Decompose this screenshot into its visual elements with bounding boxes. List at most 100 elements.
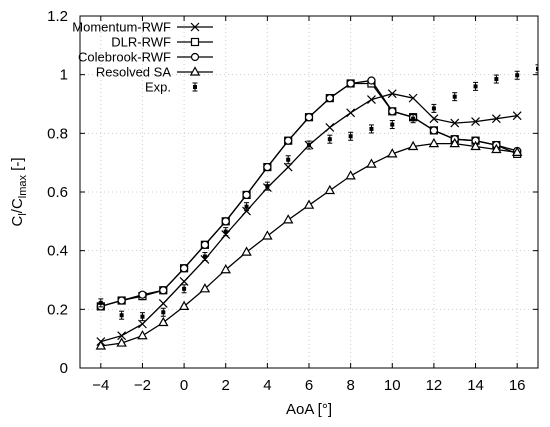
legend-marker (190, 22, 200, 32)
data-point-exp (389, 120, 395, 130)
data-point-resolved-sa (345, 170, 356, 180)
data-point-colebrook-rwf (429, 126, 439, 135)
data-point-resolved-sa (178, 300, 190, 310)
data-point-resolved-sa (428, 137, 440, 148)
legend-label: Resolved SA (96, 65, 171, 80)
legend-item-exp: Exp. (145, 80, 198, 95)
y-tick-label: 0 (60, 360, 68, 377)
data-point-resolved-sa (470, 140, 481, 151)
data-point-colebrook-rwf (304, 113, 314, 122)
data-point-colebrook-rwf (200, 240, 210, 249)
y-axis-title-sub2: lmax (17, 174, 29, 198)
data-point-exp (223, 227, 229, 237)
y-axis-title-base: C (9, 216, 26, 227)
legend-marker (189, 66, 201, 76)
data-point-exp (327, 134, 333, 144)
y-tick-label: 1 (60, 67, 68, 84)
data-point-resolved-sa (220, 264, 231, 274)
y-axis-title-unit: [-] (9, 157, 26, 175)
x-tick-label: 0 (180, 377, 188, 394)
legend-item-colebrook-rwf: Colebrook-RWF (78, 50, 213, 65)
y-axis-title-sub1: l (17, 213, 29, 215)
data-point-resolved-sa (366, 158, 377, 168)
data-point-resolved-sa (262, 230, 273, 240)
data-point-momentum-rwf (117, 331, 127, 341)
data-point-exp (535, 64, 538, 74)
legend-label: Exp. (145, 80, 171, 95)
legend: Momentum-RWFDLR-RWFColebrook-RWFResolved… (72, 20, 213, 95)
ticks: −4 −2 0 2 4 6 8 10 12 14 16 0 0.2 0.4 0.6 0.8 1 1.2 (47, 8, 538, 394)
legend-label: Colebrook-RWF (78, 50, 171, 65)
data-point-resolved-sa (241, 246, 252, 256)
data-point-momentum-rwf (408, 93, 418, 103)
data-point-momentum-rwf (429, 114, 439, 124)
data-point-exp (514, 70, 520, 80)
data-point-momentum-rwf (471, 117, 480, 127)
legend-marker (190, 52, 200, 62)
x-axis-title: AoA [°] (286, 401, 332, 418)
data-point-exp (181, 284, 187, 294)
legend-item-momentum-rwf: Momentum-RWF (72, 20, 213, 35)
y-axis-title-sep: /C (9, 198, 26, 213)
legend-marker (190, 37, 200, 47)
x-tick-label: 8 (346, 377, 354, 394)
data-point-exp (264, 181, 270, 191)
data-point-colebrook-rwf (325, 94, 334, 103)
x-tick-label: 16 (509, 377, 526, 394)
data-point-exp (452, 92, 458, 102)
data-point-momentum-rwf (512, 111, 522, 121)
data-point-resolved-sa (116, 337, 127, 347)
y-tick-label: 1.2 (47, 8, 68, 25)
data-point-momentum-rwf (491, 114, 501, 124)
data-point-momentum-rwf (367, 95, 376, 105)
y-tick-label: 0.4 (47, 243, 68, 260)
data-point-resolved-sa (511, 146, 523, 156)
x-tick-label: 10 (384, 377, 401, 394)
data-point-colebrook-rwf (367, 76, 376, 85)
data-point-resolved-sa (324, 184, 336, 195)
data-point-momentum-rwf (283, 162, 293, 172)
data-point-momentum-rwf (346, 108, 356, 118)
data-point-colebrook-rwf (179, 264, 189, 273)
x-tick-label: 2 (222, 377, 230, 394)
data-point-exp (98, 298, 104, 308)
y-tick-label: 0.6 (47, 184, 68, 201)
data-point-colebrook-rwf (388, 107, 397, 116)
data-point-resolved-sa (491, 143, 502, 154)
data-point-colebrook-rwf (117, 296, 126, 305)
y-tick-label: 0.2 (47, 301, 68, 318)
x-tick-label: 12 (426, 377, 443, 394)
data-point-exp (473, 81, 479, 91)
data-point-momentum-rwf (450, 118, 460, 128)
data-point-resolved-sa (282, 214, 294, 224)
series-resolved-sa (95, 137, 523, 350)
data-point-colebrook-rwf (138, 290, 147, 299)
data-point-exp (202, 252, 208, 262)
x-tick-label: 4 (263, 377, 271, 394)
data-point-resolved-sa (449, 137, 460, 148)
series-layer (95, 64, 538, 350)
data-point-exp (431, 103, 437, 113)
x-tick-label: −2 (134, 377, 151, 394)
data-point-exp (244, 202, 250, 212)
data-point-momentum-rwf (138, 319, 147, 329)
data-point-resolved-sa (158, 316, 169, 327)
data-point-momentum-rwf (158, 299, 168, 308)
data-point-resolved-sa (387, 148, 398, 158)
data-point-exp (348, 131, 354, 141)
y-axis-title: Cl/Clmax [-] (9, 157, 29, 226)
legend-label: DLR-RWF (111, 35, 171, 50)
legend-item-dlr-rwf: DLR-RWF (111, 35, 213, 50)
data-point-colebrook-rwf (221, 217, 230, 226)
data-point-resolved-sa (407, 140, 419, 151)
x-tick-label: 14 (467, 377, 484, 394)
data-point-colebrook-rwf (284, 136, 293, 145)
data-point-colebrook-rwf (242, 190, 251, 200)
legend-item-resolved-sa: Resolved SA (96, 65, 213, 80)
data-point-exp (368, 124, 374, 134)
data-point-colebrook-rwf (263, 162, 272, 172)
data-point-resolved-sa (137, 330, 148, 340)
data-point-momentum-rwf (387, 89, 397, 99)
